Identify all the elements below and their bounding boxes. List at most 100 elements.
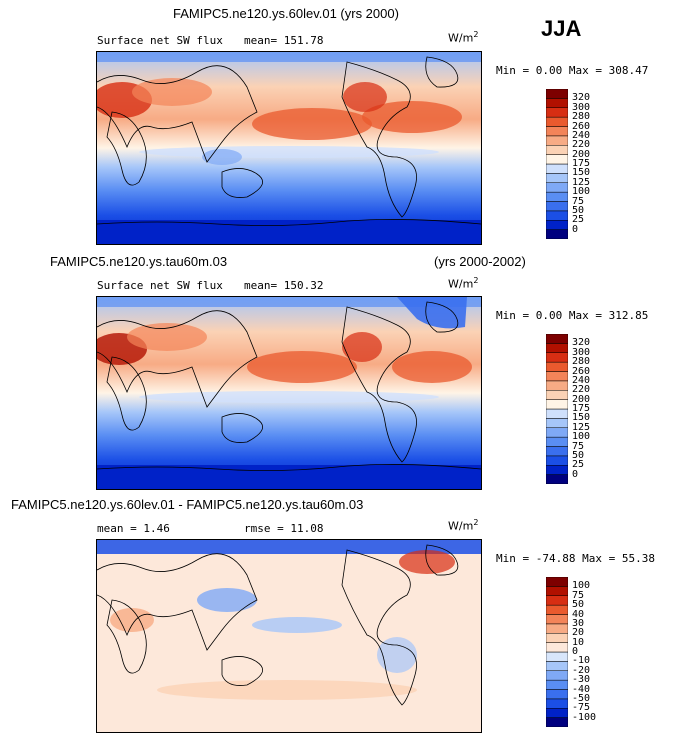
colorbar-swatch (545, 145, 569, 155)
colorbar-tick-label: 100 (572, 580, 591, 592)
panel-2-map-svg (97, 297, 481, 489)
colorbar-swatch (545, 689, 569, 700)
colorbar-swatch (545, 116, 569, 127)
colorbar-tick-label: 300 (572, 101, 591, 113)
colorbar-swatch (545, 474, 569, 485)
panel-3-map (96, 539, 482, 733)
colorbar-swatch (545, 670, 569, 681)
panel-1-coastline-africa (106, 111, 147, 186)
colorbar-tick-label: 220 (572, 384, 591, 396)
panel-2-hot-asia (127, 323, 207, 351)
colorbar-swatch (545, 576, 569, 587)
colorbar-swatch (545, 446, 569, 457)
colorbar-swatch (545, 107, 569, 118)
colorbar-swatch (545, 173, 569, 183)
colorbar-tick-label: 150 (572, 412, 591, 424)
panel-1-arctic-band (97, 52, 481, 62)
colorbar-swatch (545, 455, 569, 466)
colorbar-tick-label: 240 (572, 374, 591, 386)
colorbar-tick-label: -20 (572, 664, 591, 676)
colorbar-swatch (545, 708, 569, 718)
colorbar-tick-label: 50 (572, 599, 585, 611)
panel-3-neg-samerica (377, 637, 417, 673)
panel-2-coastline-africa (106, 356, 147, 431)
panel-2-coastline-greenland (425, 301, 459, 333)
panel-3-title: FAMIPC5.ne120.ys.60lev.01 - FAMIPC5.ne12… (11, 497, 364, 512)
colorbar-swatch (545, 343, 569, 353)
colorbar-tick-label: 150 (572, 167, 591, 179)
colorbar-swatch (545, 408, 569, 419)
colorbar-tick-label: 100 (572, 431, 591, 443)
colorbar-swatch (545, 361, 569, 372)
panel-1-coastline-eurasia (97, 65, 258, 163)
colorbar-swatch (545, 418, 569, 428)
panel-2-colorbar: 0 25 50 75 100 125 150 175 200 220 240 260 280 300 320 (545, 333, 590, 485)
panel-3-colorbar: -100 -75 -50 -40 -30 -20 -10 0 10 20 30 40 50 75 100 (545, 576, 596, 728)
panel-1-title: FAMIPC5.ne120.ys.60lev.01 (yrs 2000) (173, 6, 399, 21)
panel-1-coastline-americas (341, 61, 417, 218)
colorbar-tick-label: 75 (572, 589, 585, 601)
colorbar-tick-label: 280 (572, 356, 591, 368)
panel-2-coastline-americas (341, 306, 417, 463)
colorbar-tick-label: 200 (572, 393, 591, 405)
colorbar-swatch (545, 154, 569, 165)
colorbar-tick-label: 0 (572, 468, 579, 480)
season-label: JJA (541, 16, 582, 41)
panel-1-cool-indonesia (202, 149, 242, 165)
panel-3-pos-africa (110, 608, 154, 632)
colorbar-tick-label: 125 (572, 176, 591, 188)
colorbar-tick-label: 240 (572, 129, 591, 141)
colorbar-swatch (545, 717, 569, 728)
panel-3-rmse: rmse = 11.08 (244, 522, 324, 535)
panel-1-coastline-antarctica (97, 219, 481, 226)
panel-2-variable: Surface net SW flux (97, 279, 223, 292)
colorbar-tick-label: 40 (572, 608, 585, 620)
colorbar-tick-label: 25 (572, 214, 585, 226)
colorbar-swatch (545, 371, 569, 382)
panel-3-units: W/m2 (448, 518, 478, 533)
colorbar-swatch (545, 380, 569, 391)
colorbar-tick-label: -50 (572, 692, 591, 704)
colorbar-tick-label: 0 (572, 646, 579, 657)
panel-2-arctic-band (97, 297, 481, 307)
colorbar-tick-label: 20 (572, 627, 585, 639)
colorbar-tick-label: 260 (572, 120, 591, 132)
panel-1-cool-itcz (139, 146, 439, 158)
colorbar-swatch (545, 210, 569, 221)
panel-2-units-exp: 2 (473, 276, 479, 285)
colorbar-tick-label: -30 (572, 674, 591, 686)
panel-3-coastline-australia (221, 656, 264, 686)
colorbar-swatch (545, 352, 569, 363)
colorbar-swatch (545, 651, 569, 662)
panel-3-minmax: Min = -74.88 Max = 55.38 (496, 552, 655, 565)
panel-1-hot-namerica (343, 82, 387, 112)
colorbar-swatch (545, 182, 569, 193)
panel-2-cool-itcz (139, 391, 439, 403)
panel-1-hot-npacific (252, 108, 372, 140)
panel-1-map-svg (97, 52, 481, 244)
colorbar-tick-label: -10 (572, 655, 591, 667)
colorbar-swatch (545, 623, 569, 634)
colorbar-swatch (545, 614, 569, 625)
colorbar-swatch (545, 698, 569, 709)
colorbar-swatch (545, 126, 569, 137)
colorbar-tick-label: 0 (572, 223, 579, 235)
colorbar-swatch (545, 390, 569, 400)
panel-3-neg-india (197, 588, 257, 612)
panel-2-units: W/m2 (448, 276, 478, 291)
panel-3-coastline-africa (106, 599, 147, 674)
colorbar-swatch (545, 436, 569, 447)
panel-1-units-text: W/m (448, 31, 474, 45)
colorbar-swatch (545, 229, 569, 240)
colorbar-tick-label: 50 (572, 204, 585, 216)
panel-2-map (96, 296, 482, 490)
colorbar-swatch (545, 399, 569, 410)
panel-3-coastline-americas (341, 549, 417, 706)
panel-1-colorbar: 0 25 50 75 100 125 150 175 200 220 240 260 280 300 320 (545, 88, 590, 240)
colorbar-swatch (545, 333, 569, 344)
panel-3-mean: mean = 1.46 (97, 522, 170, 535)
colorbar-swatch (545, 220, 569, 230)
panel-3-neg-pacific (252, 617, 342, 633)
colorbar-tick-label: 220 (572, 139, 591, 151)
colorbar-tick-label: 25 (572, 459, 585, 471)
